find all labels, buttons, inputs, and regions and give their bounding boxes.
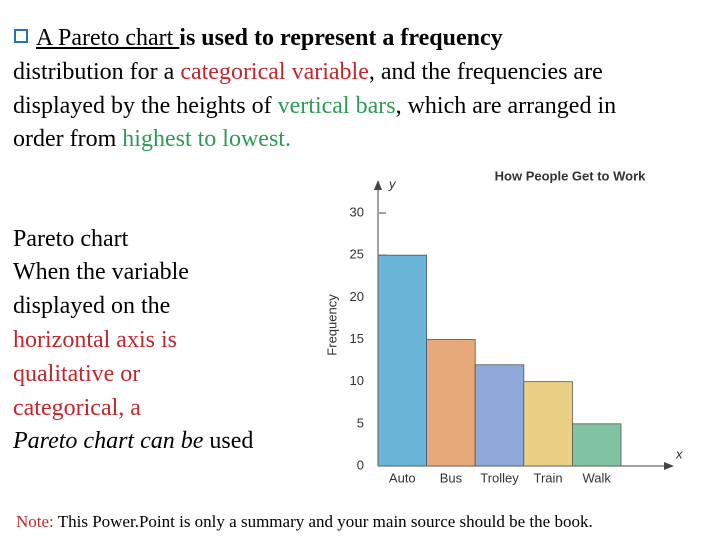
bar xyxy=(426,339,476,467)
intro-line: A Pareto chart is used to represent a fr… xyxy=(36,24,503,52)
note-label: Note: xyxy=(16,512,54,531)
bar xyxy=(377,254,427,467)
y-tick-label: 10 xyxy=(350,373,364,388)
y-arrow xyxy=(374,180,382,190)
intro-line: displayed by the heights of vertical bar… xyxy=(13,92,616,120)
chart-title: How People Get to Work xyxy=(495,168,646,183)
text: , which are arranged in xyxy=(395,93,617,119)
side-line: When the variable xyxy=(13,258,189,286)
x-arrow xyxy=(664,462,674,470)
text: is used to represent a frequency xyxy=(179,25,503,51)
text: highest to lowest. xyxy=(122,126,291,152)
text: qualitative or xyxy=(13,361,141,387)
y-tick-label: 25 xyxy=(350,247,364,262)
side-line: qualitative or xyxy=(13,360,140,388)
x-tick-label: Walk xyxy=(582,470,611,485)
x-tick-label: Bus xyxy=(440,470,463,485)
text: When the variable xyxy=(13,259,189,285)
text: distribution for a xyxy=(13,59,181,85)
note: Note: This Power.Point is only a summary… xyxy=(16,512,593,532)
y-axis-label: Frequency xyxy=(324,294,339,356)
text: horizontal axis is xyxy=(13,327,177,353)
bar xyxy=(474,364,525,467)
side-line: categorical, a xyxy=(13,394,141,422)
text: categorical, a xyxy=(13,395,141,421)
bullet-icon xyxy=(14,29,28,43)
side-heading: Pareto chart xyxy=(13,226,129,252)
y-axis-name: y xyxy=(388,176,397,191)
x-axis-name: x xyxy=(675,446,683,461)
side-line: horizontal axis is xyxy=(13,326,177,354)
y-tick-label: 15 xyxy=(350,331,364,346)
bar xyxy=(572,423,622,467)
text: vertical bars xyxy=(277,93,396,119)
x-tick-label: Train xyxy=(534,470,563,485)
text: displayed by the heights of xyxy=(13,93,278,119)
y-tick-label: 30 xyxy=(350,204,364,219)
y-tick-label: 0 xyxy=(357,457,364,472)
y-tick-label: 5 xyxy=(357,415,364,430)
intro-line: distribution for a categorical variable,… xyxy=(13,58,603,86)
x-tick-label: Trolley xyxy=(480,470,519,485)
text: categorical variable xyxy=(180,59,369,85)
text: Pareto chart can be xyxy=(13,428,204,454)
text: , and the frequencies are xyxy=(368,59,603,85)
intro-line: order from highest to lowest. xyxy=(13,125,291,153)
x-tick-label: Auto xyxy=(389,470,416,485)
text: A Pareto chart xyxy=(36,25,180,51)
side-line: displayed on the xyxy=(13,292,170,320)
text: used xyxy=(203,428,254,454)
text: displayed on the xyxy=(13,293,171,319)
bar xyxy=(523,381,573,467)
side-line: Pareto chart can be used xyxy=(13,427,253,455)
note-text: This Power.Point is only a summary and y… xyxy=(53,512,593,531)
y-tick-label: 20 xyxy=(350,289,364,304)
text: order from xyxy=(13,126,123,152)
